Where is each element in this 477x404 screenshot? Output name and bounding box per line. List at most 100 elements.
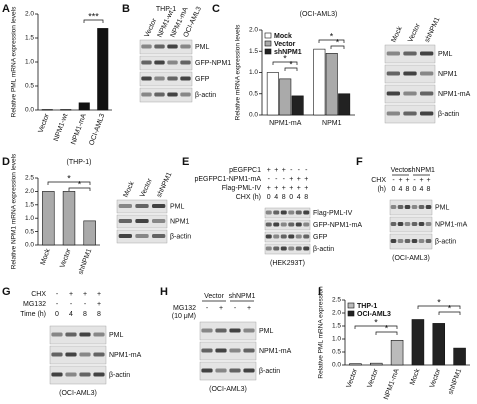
row-mark: 8 — [83, 311, 87, 318]
y-tick-label: 1.5 — [249, 48, 258, 55]
chart-title: (THP-1) — [67, 159, 92, 166]
blot-band — [288, 246, 295, 251]
y-tick-label: 0.0 — [249, 112, 258, 119]
row-mark: + — [274, 167, 278, 174]
bar — [266, 72, 279, 116]
panel-letter: G — [2, 286, 11, 298]
row-mark: - — [234, 305, 237, 312]
significance-label: * — [437, 297, 441, 307]
band-label: PML — [438, 51, 453, 58]
row-mark: 0 — [55, 311, 59, 318]
blot-band — [425, 205, 432, 209]
panel-letter: A — [2, 3, 10, 15]
row-mark: 8 — [97, 311, 101, 318]
bar — [453, 347, 466, 366]
bar — [369, 362, 383, 366]
blot-band — [425, 222, 432, 226]
band-label: GFP — [313, 234, 328, 241]
blot-band — [79, 332, 91, 337]
row-mark: + — [405, 177, 409, 184]
blot-band — [273, 234, 280, 239]
blot-band — [201, 348, 213, 353]
significance-bracket — [47, 181, 91, 185]
significance-bracket — [417, 305, 461, 309]
row-label: (h) — [377, 186, 386, 193]
legend-swatch — [264, 32, 272, 39]
band-label: NPM1-mA — [438, 91, 471, 98]
y-tick-label: 1.0 — [25, 215, 34, 222]
band-label: NPM1 — [170, 218, 190, 225]
bar — [60, 109, 72, 111]
blot-band — [152, 204, 166, 208]
blot-band — [397, 239, 404, 243]
blot-band — [201, 328, 213, 333]
row-mark: 0 — [392, 186, 396, 193]
band-label: GFP — [195, 76, 210, 83]
blot-band — [273, 246, 280, 251]
blot-band — [265, 222, 272, 227]
blot-band — [215, 348, 227, 353]
band-label: GFP-NPM1-mA — [313, 222, 362, 229]
blot-caption: (HEK293T) — [270, 260, 305, 267]
row-note: (10 μM) — [172, 313, 196, 320]
y-tick-label: 0.0 — [25, 107, 34, 114]
blot-band — [404, 239, 411, 243]
row-mark: 0 — [289, 194, 293, 201]
blot-band — [386, 111, 400, 116]
blot-band — [79, 352, 91, 357]
significance-bracket — [284, 67, 298, 71]
row-mark: - — [392, 177, 395, 184]
band-label: PML — [109, 332, 124, 339]
row-mark: - — [283, 176, 286, 183]
band-label: PML — [435, 204, 450, 211]
row-mark: - — [84, 301, 87, 308]
x-tick-label: NPM1 — [322, 120, 342, 127]
significance-label: * — [330, 31, 334, 41]
row-label: pEGFPC1 — [229, 167, 261, 174]
blot-band — [135, 204, 149, 208]
group-label: shNPM1 — [408, 167, 435, 174]
significance-label: *** — [88, 11, 99, 21]
legend-label: OCI-AML3 — [357, 311, 391, 318]
blot-band — [154, 60, 165, 65]
y-axis-label: Relative mRNA expression levels — [235, 24, 242, 120]
row-mark: - — [305, 167, 308, 174]
blot-band — [386, 51, 400, 56]
blot-band — [411, 222, 418, 226]
bar — [411, 319, 425, 366]
blot-strip — [264, 231, 311, 243]
row-mark: - — [70, 301, 73, 308]
band-label: β-actin — [195, 92, 216, 99]
blot-strip — [139, 39, 193, 55]
blot-band — [152, 219, 166, 223]
row-mark: 8 — [304, 194, 308, 201]
band-label: β-actin — [259, 368, 280, 375]
y-tick-label: 2.0 — [25, 11, 34, 18]
panel-letter: F — [356, 156, 363, 168]
legend-swatch — [347, 310, 355, 317]
row-label: MG132 — [173, 305, 196, 312]
blot-band — [303, 210, 310, 215]
row-mark: - — [275, 176, 278, 183]
blot-band — [273, 222, 280, 227]
blot-band — [420, 71, 434, 76]
significance-label: * — [448, 303, 452, 313]
row-mark: + — [419, 177, 423, 184]
blot-band — [280, 246, 287, 251]
significance-label: * — [78, 179, 82, 189]
blot-caption: (OCI-AML3) — [59, 390, 97, 397]
blot-band — [303, 234, 310, 239]
blot-band — [51, 372, 63, 377]
blot-strip — [264, 219, 311, 231]
band-label: β-actin — [170, 233, 191, 240]
bar — [338, 93, 351, 116]
blot-band — [390, 222, 397, 226]
legend-swatch — [264, 40, 272, 47]
bar — [390, 339, 404, 366]
row-mark: 0 — [267, 194, 271, 201]
y-tick-label: 0.0 — [25, 242, 34, 249]
row-mark: 8 — [427, 186, 431, 193]
blot-band — [215, 368, 227, 373]
blot-band — [180, 76, 191, 81]
blot-band — [303, 222, 310, 227]
